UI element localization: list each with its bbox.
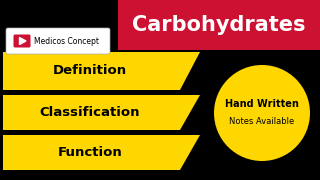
- Polygon shape: [3, 135, 200, 170]
- FancyBboxPatch shape: [118, 0, 320, 50]
- Text: Definition: Definition: [53, 64, 127, 78]
- Circle shape: [214, 65, 310, 161]
- Text: Medicos Concept: Medicos Concept: [34, 37, 99, 46]
- Text: Notes Available: Notes Available: [229, 118, 295, 127]
- Polygon shape: [3, 95, 200, 130]
- Text: Function: Function: [58, 146, 122, 159]
- Text: Carbohydrates: Carbohydrates: [132, 15, 306, 35]
- FancyBboxPatch shape: [6, 28, 110, 54]
- FancyBboxPatch shape: [13, 35, 30, 48]
- Text: Hand Written: Hand Written: [225, 99, 299, 109]
- Polygon shape: [20, 37, 26, 44]
- Polygon shape: [3, 52, 200, 90]
- Text: Classification: Classification: [40, 106, 140, 119]
